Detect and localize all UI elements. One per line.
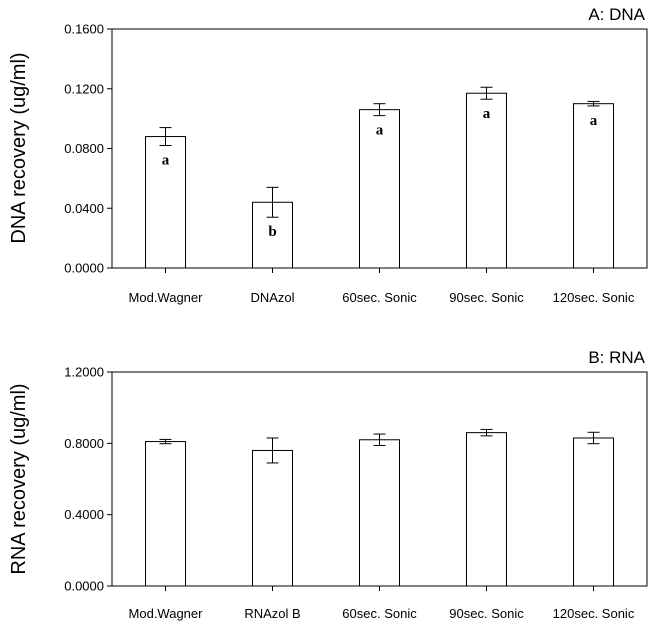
y-tick-label: 1.2000 — [64, 365, 104, 380]
significance-letter: a — [162, 153, 170, 169]
y-tick-label: 0.8000 — [64, 436, 104, 451]
bar — [573, 437, 614, 587]
y-ticks-a: 0.0000 0.0400 0.0800 0.1200 0.1600 — [64, 22, 112, 276]
bar — [359, 439, 400, 587]
bar — [359, 109, 400, 269]
x-tick-label: 90sec. Sonic — [449, 606, 524, 621]
y-axis-label-a: DNA recovery (ug/ml) — [8, 52, 30, 243]
significance-letter: a — [590, 113, 598, 129]
significance-letter: a — [483, 106, 491, 122]
bar — [466, 92, 507, 269]
bar — [252, 449, 293, 587]
bar — [466, 432, 507, 587]
x-tick-label: DNAzol — [250, 290, 294, 305]
y-tick-label: 0.0400 — [64, 201, 104, 216]
x-tick-label: 120sec. Sonic — [553, 606, 635, 621]
x-labels-a: Mod.Wagner DNAzol 60sec. Sonic 90sec. Sonic… — [129, 268, 635, 305]
x-tick-label: 90sec. Sonic — [449, 290, 524, 305]
x-tick-label: Mod.Wagner — [129, 290, 204, 305]
bars-b — [145, 428, 614, 587]
panel-b: B: RNA RNA recovery (ug/ml) 0.0000 0.4000… — [8, 348, 648, 621]
x-tick-label: Mod.Wagner — [129, 606, 204, 621]
panel-title-a: A: DNA — [588, 5, 645, 24]
x-tick-label: 60sec. Sonic — [342, 606, 417, 621]
panel-title-b: B: RNA — [588, 348, 645, 367]
y-tick-label: 0.1600 — [64, 22, 104, 37]
bar — [573, 103, 614, 269]
y-tick-label: 0.0800 — [64, 141, 104, 156]
x-labels-b: Mod.Wagner RNAzol B 60sec. Sonic 90sec. Son… — [129, 586, 635, 621]
x-tick-label: 120sec. Sonic — [553, 290, 635, 305]
bar — [145, 441, 186, 587]
y-tick-label: 0.0000 — [64, 579, 104, 594]
y-ticks-b: 0.0000 0.4000 0.8000 1.2000 — [64, 365, 112, 594]
bars-a: a b a a a — [145, 86, 614, 269]
panel-a: A: DNA DNA recovery (ug/ml) 0.0000 0.0400… — [8, 5, 648, 305]
x-tick-label: 60sec. Sonic — [342, 290, 417, 305]
y-tick-label: 0.0000 — [64, 261, 104, 276]
y-tick-label: 0.4000 — [64, 507, 104, 522]
y-tick-label: 0.1200 — [64, 81, 104, 96]
significance-letter: a — [376, 123, 384, 139]
y-axis-label-b: RNA recovery (ug/ml) — [8, 383, 30, 574]
x-tick-label: RNAzol B — [244, 606, 300, 621]
significance-letter: b — [268, 224, 276, 240]
